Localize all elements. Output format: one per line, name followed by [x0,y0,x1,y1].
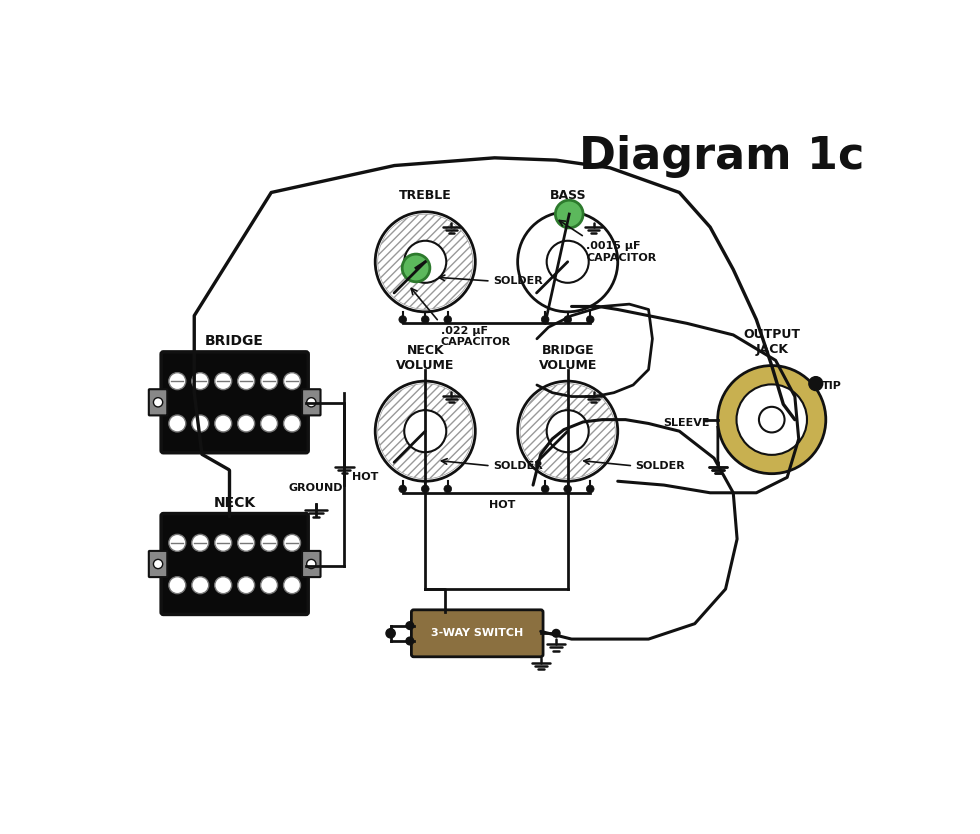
Text: 3-WAY SWITCH: 3-WAY SWITCH [431,628,523,638]
Text: SLEEVE: SLEEVE [663,419,710,429]
Circle shape [547,241,589,283]
Circle shape [808,377,823,390]
Circle shape [541,485,549,493]
Circle shape [169,535,186,551]
Circle shape [192,373,209,389]
Circle shape [406,622,414,630]
Circle shape [444,485,452,493]
Circle shape [444,316,452,324]
Circle shape [261,535,277,551]
Circle shape [517,381,617,481]
Circle shape [192,415,209,432]
Text: BRIDGE: BRIDGE [205,334,265,348]
Circle shape [553,630,560,637]
Circle shape [192,576,209,594]
Text: TREBLE: TREBLE [399,189,452,203]
Circle shape [564,485,571,493]
Circle shape [737,384,807,455]
Circle shape [238,415,255,432]
Circle shape [215,373,231,389]
Circle shape [404,410,446,452]
Circle shape [261,373,277,389]
Circle shape [283,576,301,594]
Circle shape [261,415,277,432]
Text: BASS: BASS [550,189,586,203]
Text: TIP: TIP [822,380,842,390]
Circle shape [556,200,583,228]
Text: GROUND: GROUND [289,483,343,493]
FancyBboxPatch shape [302,389,320,415]
Text: HOT: HOT [489,500,515,510]
Text: HOT: HOT [352,472,378,482]
Circle shape [404,241,446,283]
Circle shape [238,535,255,551]
Circle shape [154,398,163,407]
Circle shape [406,637,414,645]
Circle shape [421,316,429,324]
Circle shape [386,629,395,638]
Text: BRIDGE
VOLUME: BRIDGE VOLUME [539,344,597,372]
Circle shape [261,576,277,594]
Text: SOLDER: SOLDER [493,461,543,471]
Circle shape [586,485,594,493]
Circle shape [238,373,255,389]
Text: Diagram 1c: Diagram 1c [579,135,864,178]
Circle shape [541,316,549,324]
Circle shape [307,560,316,569]
Circle shape [192,535,209,551]
Circle shape [375,381,475,481]
Circle shape [283,415,301,432]
FancyBboxPatch shape [161,352,308,453]
Circle shape [307,398,316,407]
Circle shape [717,365,826,474]
Circle shape [169,576,186,594]
FancyBboxPatch shape [149,551,168,577]
Text: NECK: NECK [214,495,256,510]
Circle shape [586,316,594,324]
Circle shape [547,410,589,452]
Text: NECK
VOLUME: NECK VOLUME [396,344,455,372]
FancyBboxPatch shape [302,551,320,577]
Text: SOLDER: SOLDER [635,461,685,471]
Circle shape [399,485,407,493]
Circle shape [399,316,407,324]
Circle shape [215,535,231,551]
Circle shape [169,373,186,389]
Circle shape [154,560,163,569]
FancyBboxPatch shape [149,389,168,415]
FancyBboxPatch shape [161,514,308,615]
Circle shape [759,407,785,433]
Circle shape [283,373,301,389]
Circle shape [215,576,231,594]
Circle shape [421,485,429,493]
Text: .022 μF
CAPACITOR: .022 μF CAPACITOR [441,326,511,347]
Circle shape [564,316,571,324]
Circle shape [215,415,231,432]
Circle shape [283,535,301,551]
Circle shape [402,254,430,282]
Circle shape [375,212,475,312]
FancyBboxPatch shape [412,610,543,657]
Text: OUTPUT
JACK: OUTPUT JACK [743,328,801,356]
Circle shape [517,212,617,312]
Text: .0015 μF
CAPACITOR: .0015 μF CAPACITOR [586,241,657,263]
Circle shape [238,576,255,594]
Text: SOLDER: SOLDER [493,276,543,286]
Circle shape [169,415,186,432]
